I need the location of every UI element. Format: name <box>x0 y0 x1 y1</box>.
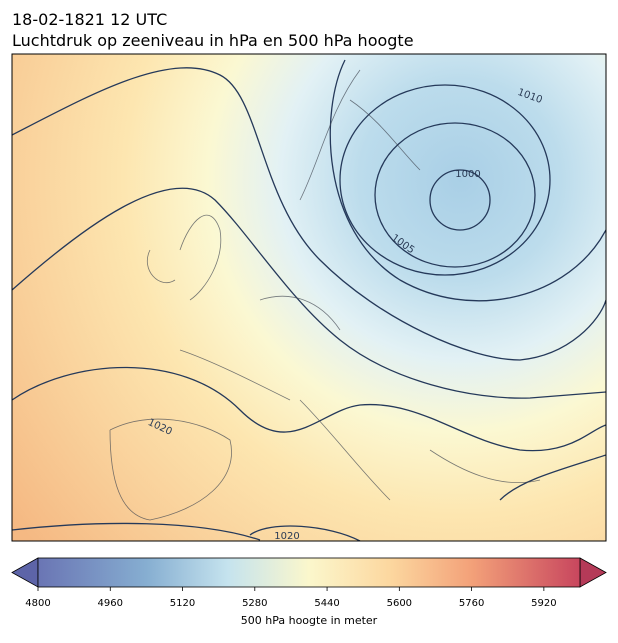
colorbar-tick-label: 4800 <box>25 598 50 609</box>
colorbar-tick-label: 4960 <box>98 598 123 609</box>
isobar-label: 1020 <box>274 531 299 542</box>
colorbar-tick-label: 5120 <box>170 598 195 609</box>
colorbar-tick-label: 5280 <box>242 598 267 609</box>
colorbar <box>11 557 607 588</box>
colorbar-body <box>37 557 581 588</box>
height-field <box>12 54 606 541</box>
coastlines <box>109 69 541 521</box>
colorbar-tick-label: 5920 <box>531 598 556 609</box>
colorbar-tick-label: 5440 <box>314 598 339 609</box>
title: 18-02-1821 12 UTC <box>12 10 167 29</box>
subtitle: Luchtdruk op zeeniveau in hPa en 500 hPa… <box>12 31 414 50</box>
colorbar-extend-low <box>11 557 39 588</box>
map-frame <box>11 53 607 542</box>
colorbar-tick-label: 5600 <box>387 598 412 609</box>
colorbar-label: 500 hPa hoogte in meter <box>241 614 378 627</box>
colorbar-extend-high <box>579 557 607 588</box>
map: 1010 1000 1005 1020 1020 <box>12 54 606 542</box>
isobar-label: 1000 <box>455 169 480 180</box>
colorbar-tick-label: 5760 <box>459 598 484 609</box>
